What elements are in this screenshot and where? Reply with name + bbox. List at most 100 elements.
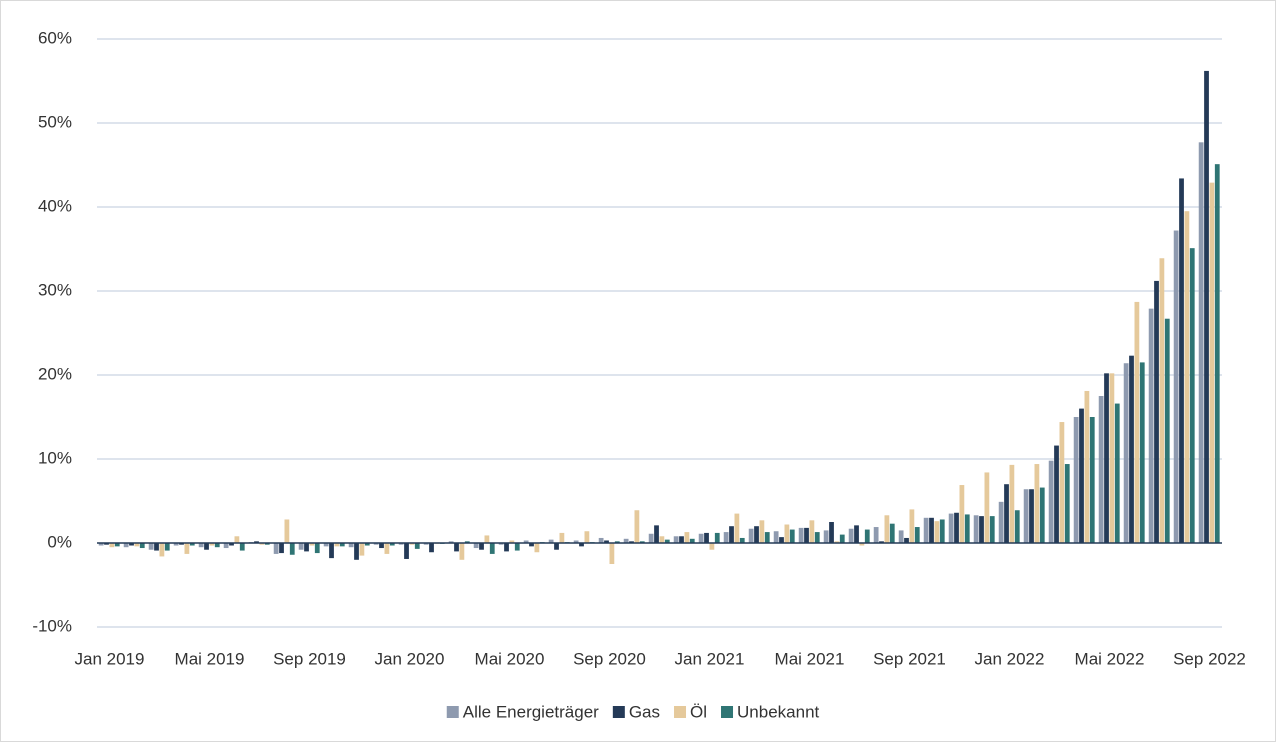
bar [839, 534, 845, 543]
bar [123, 543, 129, 548]
bar [229, 543, 234, 546]
bar [1059, 422, 1065, 543]
bar [409, 543, 415, 545]
bar [348, 543, 354, 548]
bar [354, 543, 359, 560]
bar [204, 543, 209, 550]
x-tick-label: Mai 2021 [775, 649, 845, 668]
bar [1204, 70, 1209, 544]
bar [1189, 248, 1195, 543]
bar [629, 541, 634, 543]
bar [789, 529, 795, 543]
legend-label: Gas [629, 702, 660, 721]
x-tick-label: Mai 2022 [1075, 649, 1145, 668]
y-tick-label: 60% [38, 28, 72, 47]
y-tick-label: 10% [38, 448, 72, 467]
bar [104, 543, 109, 545]
x-tick-label: Sep 2021 [873, 649, 946, 668]
bar [804, 527, 809, 543]
bar [623, 538, 629, 543]
x-tick-label: Jan 2021 [675, 649, 745, 668]
bar [459, 543, 465, 560]
bar [1123, 363, 1129, 543]
legend-swatch [721, 706, 734, 718]
bar [584, 531, 590, 543]
bar [279, 543, 284, 554]
x-tick-label: Jan 2019 [75, 649, 145, 668]
bar [684, 532, 690, 543]
bar [573, 540, 579, 543]
bar [429, 543, 434, 553]
bar [148, 543, 154, 550]
bar [373, 543, 379, 545]
bar [1164, 318, 1170, 543]
bar [848, 528, 854, 543]
bar [1139, 362, 1145, 543]
bar [1023, 489, 1029, 543]
bar [98, 543, 104, 546]
bar [298, 543, 304, 550]
bar [884, 515, 890, 543]
bar [198, 543, 204, 548]
bar [1004, 484, 1009, 543]
bar [139, 543, 145, 549]
x-tick-label: Sep 2019 [273, 649, 346, 668]
bar [334, 543, 340, 547]
bar [664, 539, 670, 543]
bar [509, 540, 515, 543]
bar [634, 510, 640, 543]
bar [673, 536, 679, 543]
bar [473, 543, 479, 549]
bar [829, 522, 834, 543]
bar [709, 543, 715, 550]
bar [129, 543, 134, 546]
bar [1184, 211, 1190, 543]
bar [314, 543, 320, 554]
bar [679, 536, 684, 543]
bar [748, 528, 754, 543]
bar [1148, 308, 1154, 543]
bar [179, 543, 184, 545]
bar [773, 531, 779, 543]
bar [184, 543, 190, 554]
bar [1104, 373, 1109, 543]
bar [154, 543, 159, 551]
bar [979, 516, 984, 543]
bar [989, 516, 995, 543]
bar [948, 513, 954, 543]
legend-swatch [674, 706, 687, 718]
bar [329, 543, 334, 559]
bar [1109, 373, 1115, 543]
bar [273, 543, 279, 554]
bar [1039, 487, 1045, 543]
bar [1214, 164, 1220, 543]
bar [759, 520, 765, 543]
bar [1054, 445, 1059, 543]
bar [739, 537, 745, 543]
bar [934, 521, 940, 543]
x-tick-label: Mai 2020 [475, 649, 545, 668]
bar [259, 543, 265, 545]
bar [1173, 230, 1179, 543]
bar [523, 540, 529, 543]
bar [498, 543, 504, 545]
bar [914, 527, 920, 543]
y-tick-label: 50% [38, 112, 72, 131]
bar [714, 532, 720, 543]
bar [689, 538, 695, 543]
bar [898, 530, 904, 543]
bar [284, 519, 290, 543]
y-tick-label: 40% [38, 196, 72, 215]
bar [209, 543, 215, 546]
bar [264, 543, 270, 545]
y-tick-label: 0% [47, 532, 72, 551]
bar [964, 514, 970, 543]
x-tick-label: Jan 2020 [375, 649, 445, 668]
bar [1159, 258, 1165, 543]
bar [414, 543, 420, 549]
bar [464, 541, 470, 543]
bar [379, 543, 384, 549]
bar [484, 535, 490, 543]
bar [223, 543, 229, 549]
